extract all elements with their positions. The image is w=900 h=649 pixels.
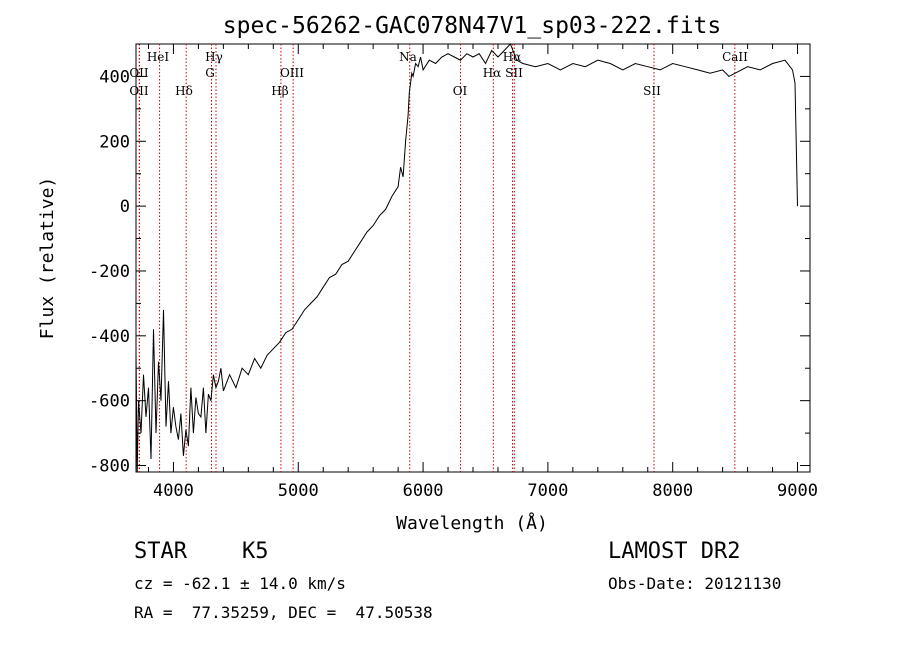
plot-area: 4000 5000 6000 7000 8000 9000-800-600-400-200… [89, 43, 818, 501]
spectral-line-label: Hα [483, 66, 502, 80]
x-tick-label: 4000 [153, 481, 194, 501]
line-marker-layer [138, 44, 736, 472]
chart-title: spec-56262-GAC078N47V1_sp03-222.fits [223, 13, 722, 39]
y-tick-label: 400 [99, 67, 130, 87]
x-tick-label: 6000 [403, 481, 444, 501]
spectral-line-label: SII [505, 66, 523, 80]
coordinates-text: RA = 77.35259, DEC = 47.50538 [134, 603, 433, 622]
redshift-text: cz = -62.1 ± 14.0 km/s [134, 574, 346, 593]
spectral-line-label: OII [129, 84, 149, 98]
y-tick-label: -200 [89, 262, 130, 282]
spectral-line-label: Hα [503, 50, 522, 64]
spectral-line-label: G [205, 66, 215, 80]
y-tick-label: 200 [99, 132, 130, 152]
y-tick-label: -600 [89, 392, 130, 412]
spectral-line-label: SII [643, 84, 661, 98]
spectral-line-label: OIII [280, 66, 304, 80]
spectral-line-label: Hβ [271, 84, 288, 98]
spectral-line-label: HeI [147, 50, 170, 64]
spectral-line-label: OII [129, 66, 149, 80]
x-tick-label: 9000 [777, 481, 818, 501]
x-tick-label: 7000 [527, 481, 568, 501]
y-axis-label: Flux (relative) [37, 177, 58, 340]
x-tick-label: 5000 [278, 481, 319, 501]
object-class-text: STAR [134, 539, 187, 564]
plot-frame [135, 43, 811, 473]
spectral-line-label: OI [453, 84, 468, 98]
y-tick-label: 0 [120, 197, 130, 217]
obs-date-text: Obs-Date: 20121130 [608, 574, 782, 593]
spectral-line-label: CaII [722, 50, 748, 64]
x-axis-label: Wavelength (Å) [396, 512, 548, 534]
spectral-line-label: Hδ [175, 84, 193, 98]
survey-name-text: LAMOST DR2 [608, 539, 741, 564]
spectral-line-label: Hγ [205, 50, 223, 64]
y-tick-label: -800 [89, 457, 130, 477]
axis-tick-layer: 4000 5000 6000 7000 8000 9000-800-600-400-200… [89, 43, 818, 501]
spectrum-series-line [135, 43, 798, 473]
spectral-line-label: Na [399, 50, 417, 64]
x-tick-label: 8000 [652, 481, 693, 501]
object-subclass-text: K5 [242, 539, 269, 564]
y-tick-label: -400 [89, 327, 130, 347]
